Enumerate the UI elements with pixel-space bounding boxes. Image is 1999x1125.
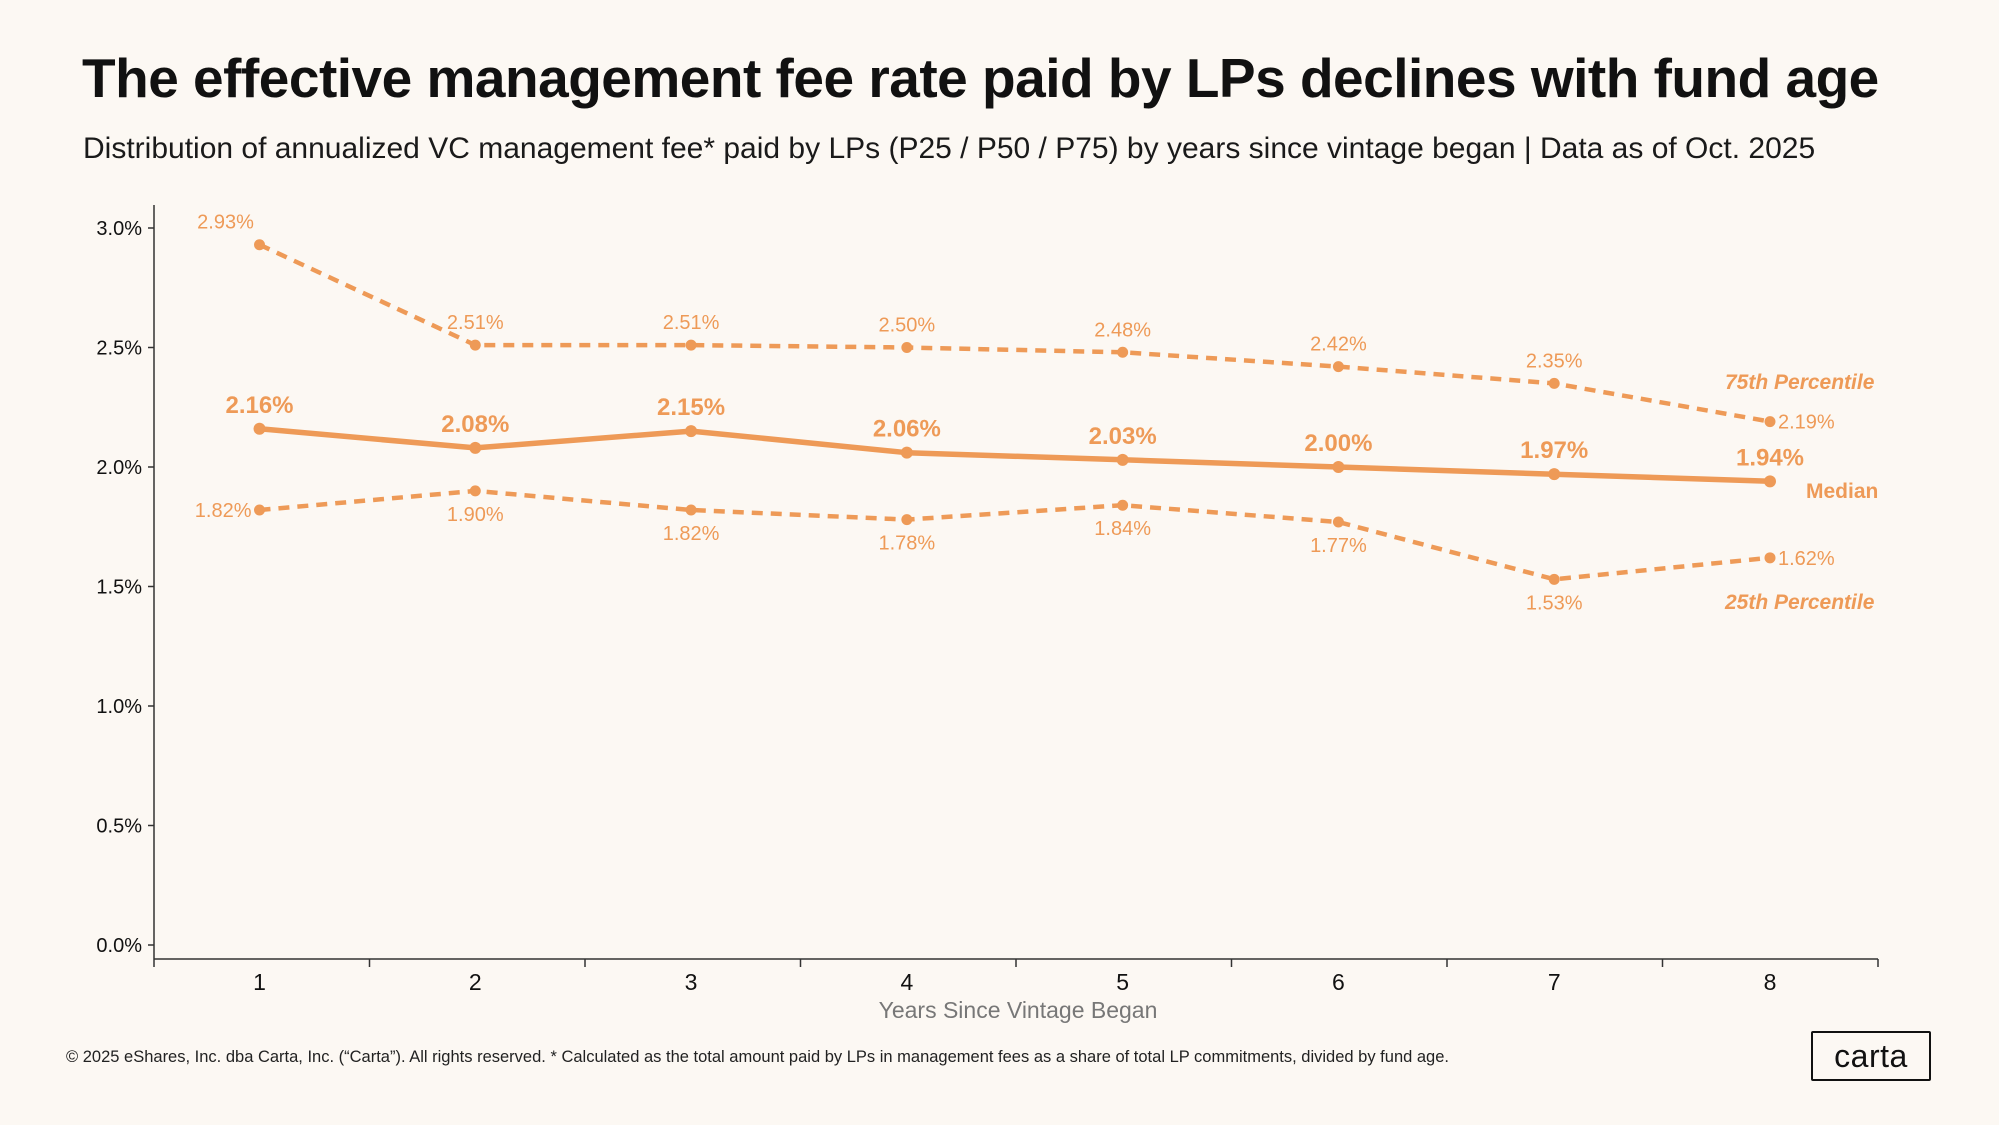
data-label: 1.82% — [663, 523, 720, 545]
x-tick-label: 5 — [1116, 969, 1129, 995]
data-label: 1.77% — [1310, 535, 1367, 557]
data-point — [1548, 377, 1560, 389]
data-point — [1117, 346, 1129, 358]
data-label: 2.16% — [225, 392, 293, 419]
data-point — [1332, 361, 1344, 373]
x-tick-label: 8 — [1764, 969, 1777, 995]
data-label: 2.08% — [441, 411, 509, 438]
data-label: 2.15% — [657, 394, 725, 421]
data-point — [1548, 573, 1560, 585]
data-point — [900, 446, 913, 459]
data-label: 2.19% — [1778, 412, 1835, 434]
data-point — [1117, 499, 1129, 511]
series-points — [253, 239, 1776, 585]
data-label: 2.51% — [447, 312, 504, 334]
data-label: 1.90% — [447, 504, 504, 526]
data-point — [1548, 468, 1561, 481]
data-point — [469, 339, 481, 351]
data-point — [254, 504, 265, 516]
x-tick-label: 6 — [1332, 969, 1345, 995]
series-line-median — [259, 426, 1771, 485]
data-point — [469, 441, 482, 454]
data-point — [1332, 461, 1345, 473]
data-label: 1.84% — [1094, 518, 1151, 540]
data-label: 2.93% — [197, 212, 254, 234]
legend-label: Median — [1806, 480, 1878, 503]
carta-logo: carta — [1811, 1031, 1931, 1081]
series-lines — [258, 242, 1771, 582]
data-labels: 2.93% 2.51% 2.51% 2.50% 2.48% 2.42% 2.35% 2.19%… — [195, 212, 1835, 615]
data-label: 2.35% — [1526, 350, 1583, 372]
x-tick-label: 4 — [900, 969, 913, 995]
footer-note: © 2025 eShares, Inc. dba Carta, Inc. (“C… — [66, 1048, 1449, 1066]
y-tick-label: 0.0% — [96, 935, 142, 957]
data-label: 2.42% — [1310, 334, 1367, 356]
data-point — [901, 514, 913, 526]
data-point — [685, 425, 698, 438]
data-label: 1.78% — [878, 533, 935, 555]
y-tick-label: 2.5% — [96, 338, 142, 360]
data-point — [254, 239, 265, 251]
legend-label: 75th Percentile — [1725, 371, 1875, 394]
data-label: 1.62% — [1778, 548, 1835, 570]
data-label: 1.82% — [195, 500, 252, 522]
x-tick-label: 2 — [469, 969, 482, 995]
legend-label: 25th Percentile — [1724, 591, 1875, 614]
data-label: 2.06% — [873, 416, 941, 443]
data-label: 2.51% — [663, 312, 720, 334]
y-tick-label: 2.0% — [96, 457, 142, 479]
data-point — [685, 339, 697, 351]
data-point — [1116, 453, 1129, 466]
data-point — [469, 485, 481, 497]
x-tick-label: 1 — [253, 969, 266, 995]
data-label: 2.50% — [878, 315, 935, 337]
x-tick-label: 7 — [1548, 969, 1561, 995]
data-point — [901, 342, 913, 353]
chart-subtitle: Distribution of annualized VC management… — [83, 132, 1816, 165]
data-label: 2.00% — [1304, 430, 1372, 457]
y-tick-label: 3.0% — [96, 218, 142, 240]
data-label: 2.03% — [1089, 423, 1157, 450]
y-tick-label: 1.5% — [96, 577, 142, 599]
data-label: 1.94% — [1736, 444, 1804, 471]
data-label: 1.53% — [1526, 592, 1583, 614]
y-tick-label: 0.5% — [96, 816, 142, 838]
data-point — [1332, 516, 1344, 528]
chart-title: The effective management fee rate paid b… — [82, 47, 1879, 109]
data-point — [685, 504, 697, 516]
data-point — [1764, 475, 1776, 488]
axes: 0.0% 0.5% 1.0% 1.5% 2.0% 2.5% 3.0% 1 2 3 4 5 6 7 8 Year… — [96, 205, 1879, 1023]
series-legend: 75th Percentile Median 25th Percentile — [1724, 371, 1878, 614]
x-axis-title: Years Since Vintage Began — [879, 997, 1158, 1023]
data-point — [1764, 416, 1776, 428]
data-point — [1764, 552, 1776, 564]
data-label: 1.97% — [1520, 437, 1588, 464]
y-tick-label: 1.0% — [96, 696, 142, 718]
series-line-25th-percentile — [259, 488, 1771, 582]
data-point — [253, 422, 266, 435]
x-tick-label: 3 — [685, 969, 698, 995]
data-label: 2.48% — [1094, 319, 1151, 341]
series-line-75th-percentile — [258, 242, 1771, 424]
